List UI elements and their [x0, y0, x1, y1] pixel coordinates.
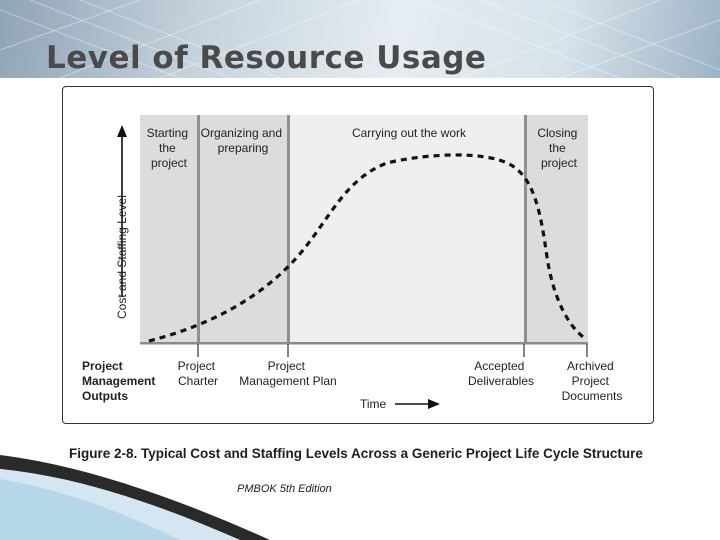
output-label-plan: Project Management Plan [239, 359, 336, 388]
phase-label-starting: Starting the project [147, 126, 192, 170]
life-cycle-diagram: Cost and Staffing Level Starting the pro… [82, 115, 623, 411]
outputs-heading: Project Management Outputs [82, 359, 159, 403]
x-axis-arrowhead [428, 399, 440, 409]
output-label-deliverables: Accepted Deliverables [468, 359, 534, 388]
phase-band-closing [526, 115, 588, 344]
figure-frame: Cost and Staffing Level Starting the pro… [62, 86, 654, 424]
phase-band-organizing [200, 115, 287, 344]
slide-title: Level of Resource Usage [46, 40, 487, 76]
phase-label-closing: Closing the project [537, 126, 580, 170]
phase-band-carrying-out [289, 115, 524, 344]
phase-band-starting [140, 115, 197, 344]
baseline [140, 342, 588, 345]
x-axis-label: Time [360, 397, 387, 411]
phase-divider [197, 115, 200, 344]
phase-divider [287, 115, 290, 344]
figure-caption: Figure 2-8. Typical Cost and Staffing Le… [69, 446, 643, 461]
y-axis-arrowhead [117, 125, 127, 137]
phase-label-carrying-out: Carrying out the work [352, 126, 467, 140]
phase-divider [524, 115, 527, 344]
y-axis-label: Cost and Staffing Level [115, 195, 129, 319]
footer-swoosh [0, 455, 270, 540]
output-label-charter: Project Charter [178, 359, 219, 388]
source-note: PMBOK 5th Edition [237, 483, 332, 495]
cost-staffing-curve [148, 153, 587, 343]
phase-label-organizing: Organizing and preparing [201, 126, 286, 155]
header-decoration [0, 0, 720, 78]
header-band: Level of Resource Usage [0, 0, 720, 78]
output-label-archive: Archived Project Documents [562, 359, 623, 403]
